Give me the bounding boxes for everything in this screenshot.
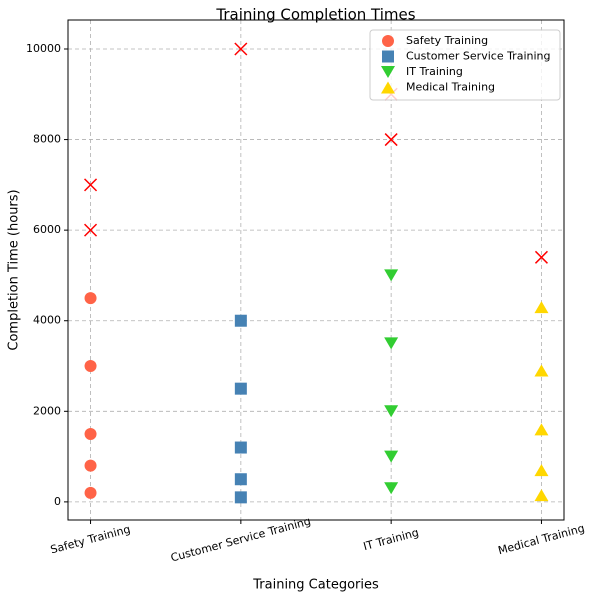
x-tick-label: Medical Training (497, 522, 586, 558)
legend-marker (382, 35, 394, 47)
outlier (234, 42, 248, 56)
chart-title: Training Completion Times (215, 6, 415, 24)
legend-label: Safety Training (406, 34, 488, 47)
point (534, 464, 549, 477)
y-axis-label: Completion Time (hours) (7, 189, 22, 350)
point (84, 486, 97, 499)
point (384, 450, 399, 463)
outlier (84, 223, 98, 237)
y-tick-label: 4000 (33, 314, 61, 327)
legend-label: IT Training (406, 65, 463, 78)
outlier (84, 178, 98, 192)
legend-marker (381, 66, 395, 78)
outlier (534, 250, 548, 264)
point (384, 337, 399, 350)
y-tick-label: 10000 (26, 42, 61, 55)
legend-marker (382, 50, 394, 63)
legend-box (369, 29, 561, 101)
point (384, 269, 399, 282)
point (234, 441, 247, 454)
point (384, 405, 399, 418)
point (234, 382, 247, 395)
point (234, 473, 247, 486)
x-axis-label: Training Categories (252, 578, 379, 593)
plot-frame (67, 19, 565, 521)
x-tick-label: Safety Training (49, 523, 132, 557)
outlier (384, 133, 398, 147)
point (534, 489, 549, 502)
point (84, 459, 97, 472)
point (84, 360, 97, 373)
legend-label: Medical Training (406, 81, 495, 94)
x-tick-label: IT Training (362, 526, 420, 553)
legend-label: Customer Service Training (406, 50, 550, 63)
point (534, 423, 549, 436)
y-tick-label: 2000 (33, 404, 61, 417)
y-tick-label: 0 (54, 495, 61, 508)
y-tick-label: 6000 (33, 223, 61, 236)
point (534, 364, 549, 377)
y-tick-label: 8000 (33, 133, 61, 146)
point (234, 491, 247, 504)
point (234, 314, 247, 327)
legend-marker (381, 81, 395, 94)
point (384, 482, 399, 495)
point (534, 301, 549, 314)
point (84, 427, 97, 440)
point (84, 292, 97, 305)
